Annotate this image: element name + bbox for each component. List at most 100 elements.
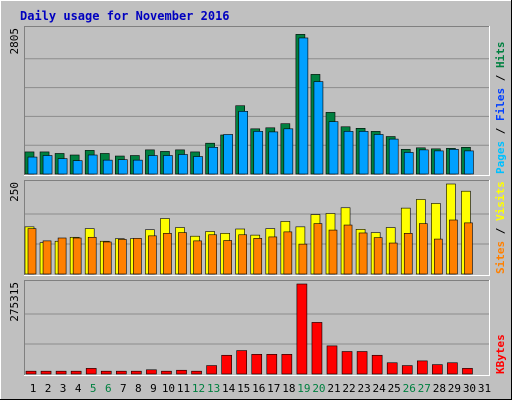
hits-files-pages-bar-files-14 — [223, 134, 233, 175]
visits-sites-legend-separator: / — [494, 221, 507, 241]
kbytes-bar-kbytes-29 — [447, 362, 458, 375]
hits-files-pages-bar-files-16 — [253, 131, 264, 175]
visits-sites-bar-sites-19 — [298, 243, 308, 275]
hits-files-pages-bar-files-6 — [102, 159, 113, 175]
kbytes-bar-kbytes-19 — [296, 283, 308, 375]
visits-sites-legend-visits: Visits — [494, 181, 507, 221]
kbytes-bar-kbytes-17 — [266, 354, 278, 375]
kbytes-bar-kbytes-26 — [401, 365, 413, 375]
day-label-18: 18 — [282, 382, 295, 395]
visits-sites-legend: Sites / Visits — [494, 181, 507, 274]
kbytes-bar-kbytes-3 — [55, 370, 67, 375]
day-label-25: 25 — [388, 382, 401, 395]
day-label-19: 19 — [297, 382, 310, 395]
kbytes-bar-kbytes-7 — [116, 370, 127, 375]
kbytes-bar-kbytes-5 — [85, 368, 97, 375]
visits-sites-bar-sites-27 — [418, 223, 428, 275]
visits-sites-bar-sites-20 — [313, 223, 323, 275]
hits-files-pages-bar-files-11 — [178, 154, 188, 175]
kbytes-bar-kbytes-30 — [462, 368, 473, 375]
kbytes-bar-kbytes-14 — [221, 354, 232, 375]
hits-files-pages-bar-files-5 — [87, 154, 98, 175]
kbytes-bar-kbytes-21 — [326, 345, 338, 375]
visits-sites-bar-sites-25 — [388, 242, 398, 275]
day-label-22: 22 — [342, 382, 355, 395]
day-label-27: 27 — [418, 382, 431, 395]
visits-sites-bar-sites-13 — [208, 234, 217, 275]
kbytes-bar-kbytes-4 — [70, 370, 82, 375]
hits-files-pages-bar-files-2 — [42, 155, 53, 175]
hits-files-pages-bar-files-25 — [388, 138, 399, 175]
day-label-7: 7 — [120, 382, 127, 395]
day-label-14: 14 — [222, 382, 236, 395]
hits-files-pages-bar-files-19 — [298, 37, 309, 175]
hits-files-pages-bar-files-1 — [27, 156, 38, 175]
hits-files-pages-bar-files-7 — [118, 159, 128, 175]
day-label-24: 24 — [373, 382, 387, 395]
day-label-31: 31 — [478, 382, 491, 395]
kbytes-bar-kbytes-22 — [341, 351, 353, 375]
day-label-29: 29 — [448, 382, 461, 395]
visits-sites-bar-sites-12 — [193, 240, 202, 275]
hits-files-pages-bar-files-27 — [418, 149, 429, 175]
kbytes-bar-kbytes-8 — [131, 370, 142, 375]
hits-files-pages-bar-files-4 — [72, 160, 83, 175]
day-label-13: 13 — [207, 382, 220, 395]
visits-sites-bar-sites-6 — [102, 241, 112, 275]
hits-files-pages-bar-files-18 — [283, 128, 294, 175]
hits-files-pages-bar-files-28 — [434, 150, 444, 175]
hits-files-pages-bar-files-21 — [328, 121, 339, 175]
day-label-9: 9 — [150, 382, 157, 395]
kbytes-bar-kbytes-9 — [146, 369, 157, 375]
day-label-21: 21 — [327, 382, 340, 395]
hits-files-pages-legend: Pages / Files / Hits — [494, 42, 507, 175]
day-label-20: 20 — [312, 382, 325, 395]
hits-files-pages-legend-pages: Pages — [494, 141, 507, 174]
day-label-5: 5 — [90, 382, 97, 395]
day-label-23: 23 — [357, 382, 370, 395]
visits-sites-bar-sites-29 — [449, 219, 458, 275]
hits-files-pages-legend-hits: Hits — [494, 42, 507, 69]
visits-sites-bar-sites-10 — [163, 233, 172, 275]
hits-files-pages-bar-files-23 — [358, 131, 369, 175]
visits-sites-bar-sites-30 — [464, 222, 473, 275]
visits-sites-bar-sites-18 — [283, 231, 293, 275]
hits-files-pages-legend-files: Files — [494, 88, 507, 121]
day-label-10: 10 — [162, 382, 175, 395]
visits-sites-bar-sites-3 — [57, 237, 67, 275]
kbytes-legend: KBytes — [494, 334, 507, 374]
hits-files-pages-bar-files-20 — [313, 81, 324, 175]
visits-sites-bar-sites-17 — [268, 236, 278, 275]
hits-files-pages-bar-files-10 — [163, 155, 173, 175]
visits-sites-bar-sites-14 — [223, 240, 232, 275]
kbytes-bar-kbytes-20 — [311, 322, 323, 375]
day-label-2: 2 — [45, 382, 52, 395]
visits-sites-bar-sites-4 — [72, 237, 82, 275]
kbytes-scale-label: 275315 — [8, 282, 21, 322]
kbytes-bar-kbytes-25 — [386, 362, 398, 375]
kbytes-bar-kbytes-28 — [432, 364, 443, 375]
kbytes-bar-kbytes-23 — [356, 351, 368, 375]
visits-sites-bar-sites-28 — [434, 238, 443, 275]
day-label-16: 16 — [252, 382, 265, 395]
visits-sites-bar-sites-22 — [343, 224, 353, 275]
visits-sites-bar-sites-24 — [373, 237, 383, 275]
visits-sites-bar-sites-11 — [178, 232, 187, 275]
visits-sites-bar-sites-26 — [403, 233, 413, 275]
visits-sites-bar-sites-1 — [27, 228, 37, 275]
hits-files-pages-bar-files-24 — [373, 134, 384, 175]
kbytes-bar-kbytes-16 — [251, 354, 263, 375]
chart-title: Daily usage for November 2016 — [20, 9, 230, 23]
kbytes-bar-kbytes-11 — [176, 369, 187, 375]
hits-files-pages-bar-files-15 — [238, 111, 248, 175]
visits-sites-bar-sites-5 — [87, 236, 97, 275]
day-label-6: 6 — [105, 382, 112, 395]
visits-sites-bar-sites-8 — [133, 238, 142, 275]
kbytes-bar-kbytes-12 — [191, 370, 202, 375]
kbytes-bar-kbytes-24 — [371, 354, 383, 375]
kbytes-bar-kbytes-13 — [206, 365, 217, 375]
day-label-30: 30 — [463, 382, 476, 395]
kbytes-bar-kbytes-2 — [40, 370, 52, 375]
kbytes-legend-kbytes: KBytes — [494, 334, 507, 374]
